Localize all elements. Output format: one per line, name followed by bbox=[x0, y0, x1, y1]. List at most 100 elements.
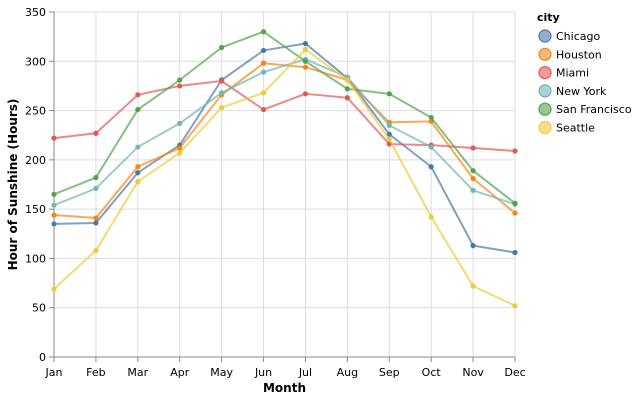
x-tick-label: Sep bbox=[379, 366, 400, 379]
legend-swatch-new-york bbox=[538, 84, 552, 98]
gridlines bbox=[53, 11, 516, 358]
data-point-seattle bbox=[177, 150, 183, 156]
data-point-seattle bbox=[344, 77, 350, 83]
data-point-seattle bbox=[135, 178, 141, 185]
data-point-chicago bbox=[512, 249, 518, 256]
data-point-houston bbox=[177, 145, 183, 151]
series-new-york bbox=[51, 56, 518, 208]
series-chicago bbox=[51, 40, 518, 256]
data-point-new-york bbox=[177, 120, 183, 126]
data-point-san-francisco bbox=[470, 168, 476, 174]
legend-swatch-chicago bbox=[538, 29, 552, 43]
series-line-miami bbox=[53, 80, 516, 152]
legend-swatch-houston bbox=[538, 47, 552, 61]
data-point-san-francisco bbox=[344, 86, 350, 92]
data-point-san-francisco bbox=[512, 200, 518, 206]
legend-label-miami: Miami bbox=[556, 67, 589, 80]
legend: city Chicago Houston Miami New York San Fran… bbox=[537, 11, 632, 135]
x-axis-title: Month bbox=[263, 381, 306, 395]
data-point-seattle bbox=[51, 286, 57, 292]
y-tick-label: 0 bbox=[39, 351, 46, 364]
series-line-san-francisco bbox=[53, 30, 516, 205]
data-point-new-york bbox=[260, 69, 267, 75]
legend-swatch-seattle bbox=[538, 120, 552, 135]
data-point-san-francisco bbox=[177, 77, 183, 83]
y-tick-label: 200 bbox=[25, 154, 46, 167]
x-tick-label: Nov bbox=[462, 366, 484, 379]
data-point-miami bbox=[470, 145, 476, 151]
data-point-chicago bbox=[470, 243, 476, 249]
x-tick-label: Aug bbox=[337, 366, 358, 379]
x-tick-label: Mar bbox=[127, 366, 148, 379]
x-tick-label: Oct bbox=[422, 366, 442, 379]
data-point-new-york bbox=[51, 202, 57, 208]
data-point-seattle bbox=[302, 46, 309, 53]
data-point-new-york bbox=[428, 144, 434, 150]
data-point-miami bbox=[51, 135, 57, 141]
data-point-chicago bbox=[51, 221, 57, 227]
legend-label-chicago: Chicago bbox=[556, 30, 600, 43]
series-line-new-york bbox=[53, 58, 516, 207]
legend-title: city bbox=[537, 11, 560, 24]
y-tick-label: 100 bbox=[25, 252, 46, 265]
data-point-san-francisco bbox=[302, 58, 309, 64]
data-point-new-york bbox=[470, 187, 476, 194]
data-point-miami bbox=[135, 92, 141, 98]
data-point-miami bbox=[219, 78, 225, 84]
data-point-houston bbox=[260, 60, 267, 66]
data-point-miami bbox=[302, 91, 309, 97]
y-tick-label: 150 bbox=[25, 203, 46, 216]
x-tick-label: Dec bbox=[504, 366, 525, 379]
data-point-san-francisco bbox=[386, 91, 392, 97]
x-tick-label: Feb bbox=[86, 366, 105, 379]
data-point-chicago bbox=[260, 47, 267, 54]
y-tick-label: 300 bbox=[25, 55, 46, 68]
series-line-chicago bbox=[53, 42, 516, 254]
data-point-san-francisco bbox=[260, 29, 267, 35]
series-layer bbox=[51, 29, 518, 309]
data-point-san-francisco bbox=[93, 175, 99, 181]
y-tick-label: 350 bbox=[25, 6, 46, 19]
data-point-houston bbox=[302, 64, 309, 70]
data-point-chicago bbox=[302, 40, 309, 47]
y-tick-label: 50 bbox=[32, 302, 46, 315]
series-san-francisco bbox=[51, 29, 518, 206]
data-point-san-francisco bbox=[135, 106, 141, 113]
x-tick-label: Jan bbox=[45, 366, 63, 379]
x-tick-label: May bbox=[210, 366, 233, 379]
data-point-miami bbox=[344, 95, 350, 101]
data-point-seattle bbox=[470, 283, 476, 289]
axes: 0 50 100 150 200 250 300 350 Jan Feb Mar Apr May Jun J… bbox=[25, 6, 526, 379]
data-point-seattle bbox=[260, 90, 267, 96]
data-point-miami bbox=[177, 83, 183, 89]
data-point-san-francisco bbox=[428, 114, 434, 121]
series-seattle bbox=[51, 46, 518, 309]
series-miami bbox=[51, 78, 518, 154]
x-tick-label: Jul bbox=[298, 366, 312, 379]
data-point-san-francisco bbox=[51, 191, 57, 197]
legend-label-houston: Houston bbox=[556, 48, 602, 61]
data-point-new-york bbox=[219, 90, 225, 96]
data-point-chicago bbox=[135, 170, 141, 176]
x-tick-label: Apr bbox=[170, 366, 190, 379]
data-point-miami bbox=[512, 148, 518, 154]
legend-label-seattle: Seattle bbox=[556, 122, 595, 135]
data-point-seattle bbox=[428, 214, 434, 220]
data-point-houston bbox=[135, 164, 141, 170]
data-point-houston bbox=[470, 175, 476, 182]
legend-swatch-miami bbox=[538, 65, 552, 80]
data-point-new-york bbox=[93, 185, 99, 192]
data-point-chicago bbox=[386, 131, 392, 137]
data-point-seattle bbox=[512, 303, 518, 309]
legend-swatch-san-francisco bbox=[538, 102, 552, 116]
data-point-seattle bbox=[93, 247, 99, 254]
data-point-seattle bbox=[219, 105, 225, 111]
data-point-seattle bbox=[386, 136, 392, 142]
y-axis-title: Hour of Sunshine (Hours) bbox=[6, 99, 20, 271]
data-point-houston bbox=[512, 210, 518, 216]
data-point-chicago bbox=[93, 220, 99, 226]
legend-label-san-francisco: San Francisco bbox=[556, 103, 632, 116]
data-point-chicago bbox=[428, 164, 434, 170]
data-point-houston bbox=[51, 212, 57, 218]
data-point-san-francisco bbox=[219, 44, 225, 51]
